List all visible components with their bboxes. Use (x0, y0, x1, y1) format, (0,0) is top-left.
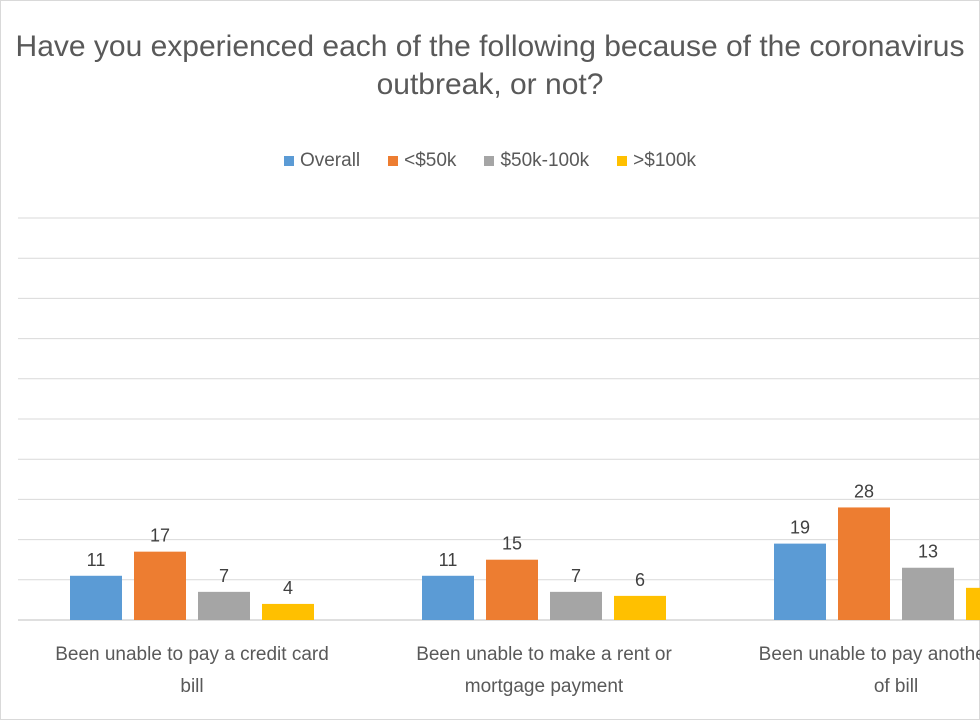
legend-swatch-50k-100k (484, 156, 495, 166)
legend-label-under-50k: <$50k (404, 150, 457, 171)
bar-overall-3 (774, 543, 826, 620)
data-label-50k-100k-3: 13 (918, 542, 938, 562)
legend-label-50k-100k: $50k-100k (500, 150, 590, 171)
chart-title: Have you experienced each of the followi… (15, 30, 965, 101)
legend-item-over-100k: >$100k (617, 150, 696, 172)
category-label-2-line-1: Been unable to make a rent or (416, 644, 672, 665)
legend-swatch-over-100k (617, 156, 628, 166)
data-label-overall-2: 11 (439, 550, 458, 570)
data-label-over-100k-1: 4 (283, 578, 293, 598)
bar-under-50k-2 (486, 559, 538, 620)
category-label-1-line-1: Been unable to pay a credit card (55, 644, 329, 665)
bar-under-50k-1 (134, 551, 186, 620)
data-label-50k-100k-1: 7 (219, 566, 229, 586)
category-label-1-line-2: bill (180, 676, 203, 697)
bar-overall-1 (70, 575, 122, 620)
bar-50k-100k-3 (902, 567, 954, 620)
data-label-under-50k-2: 15 (502, 534, 522, 554)
chart-legend: Overall <$50k $50k-100k >$100k (0, 150, 980, 172)
bar-over-100k-3 (966, 587, 980, 620)
bar-50k-100k-2 (550, 591, 602, 620)
category-label-3-line-1: Been unable to pay another type (759, 644, 980, 665)
legend-label-overall: Overall (299, 150, 361, 171)
legend-item-overall: Overall (283, 150, 361, 172)
legend-swatch-overall (283, 156, 294, 166)
bar-50k-100k-1 (198, 591, 250, 620)
data-label-50k-100k-2: 7 (571, 566, 581, 586)
category-label-2-line-2: mortgage payment (465, 676, 624, 697)
data-label-over-100k-2: 6 (635, 570, 645, 590)
data-label-overall-1: 11 (87, 550, 106, 570)
legend-label-over-100k: >$100k (633, 150, 697, 171)
bar-over-100k-2 (614, 595, 666, 620)
data-label-under-50k-3: 28 (854, 481, 874, 501)
data-label-under-50k-1: 17 (150, 526, 170, 546)
data-label-overall-3: 19 (790, 518, 810, 538)
bar-under-50k-3 (838, 507, 890, 620)
category-label-3-line-2: of bill (874, 676, 918, 697)
bar-overall-2 (422, 575, 474, 620)
legend-item-under-50k: <$50k (388, 150, 456, 172)
legend-item-50k-100k: $50k-100k (484, 150, 589, 172)
bar-over-100k-1 (262, 603, 314, 620)
legend-swatch-under-50k (388, 156, 399, 166)
